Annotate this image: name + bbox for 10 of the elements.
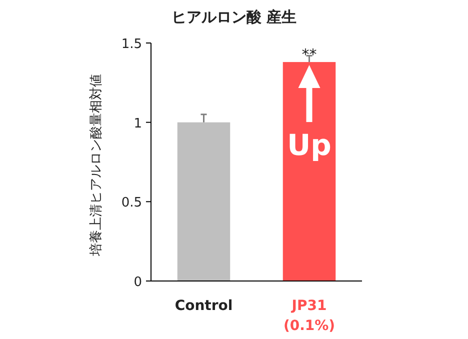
y-tick-label: 0	[134, 275, 142, 290]
annotation: Up	[287, 128, 332, 162]
y-axis-title: 培養上清ヒアルロン酸量相対値	[88, 74, 104, 257]
chart-title: ヒアルロン酸 産生	[171, 8, 297, 26]
y-tick-label: 0.5	[121, 196, 142, 211]
x-tick-label: JP31 (0.1%)	[283, 298, 336, 334]
y-tick-label: 1.5	[121, 37, 142, 52]
annotation: **	[302, 46, 318, 64]
y-tick-label: 1	[134, 116, 142, 132]
x-tick-label: Control	[174, 298, 233, 314]
